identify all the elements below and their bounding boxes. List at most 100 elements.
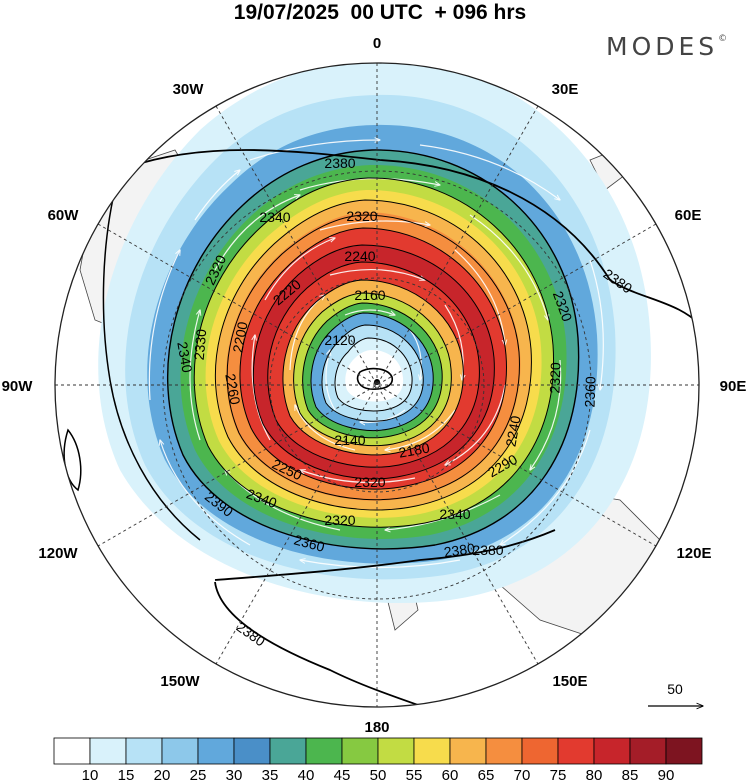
graticule	[55, 63, 699, 707]
colorbar-swatch	[341, 737, 379, 765]
contour-label: 2240	[502, 414, 523, 448]
contour-label: 2180	[397, 439, 431, 460]
colorbar-label: 25	[190, 767, 207, 782]
lon-label-150e: 150E	[552, 673, 587, 690]
colorbar-swatch	[449, 737, 487, 765]
contour-2240	[267, 261, 480, 468]
colorbar-swatch	[593, 737, 631, 765]
contour-label: 2340	[174, 340, 195, 374]
map-border	[54, 62, 700, 708]
contour-center	[356, 367, 394, 390]
lon-label-90e: 90E	[720, 378, 747, 395]
colorbar-label: 65	[478, 767, 495, 782]
longitude-labels: 0 30E 60E 90E 120E 150E 180 150W 120W 90…	[2, 35, 747, 736]
contour-2380-lower	[214, 529, 556, 581]
wind-reference: 50	[648, 681, 703, 706]
contour-label: 2360	[581, 376, 598, 408]
lon-label-30e: 30E	[552, 81, 579, 98]
colorbar-label: 60	[442, 767, 459, 782]
lon-label-60w: 60W	[48, 207, 80, 224]
contour-2260	[252, 244, 495, 480]
brand-name: MODES	[606, 32, 719, 61]
contour-2200	[293, 292, 452, 447]
contour-small-loop	[63, 428, 82, 492]
colorbar-swatch	[233, 737, 271, 765]
contour-label: 2120	[324, 332, 355, 348]
colorbar-label: 50	[370, 767, 387, 782]
contour-2160	[310, 312, 434, 431]
colorbar-label: 40	[298, 767, 315, 782]
map-title: 19/07/2025 00 UTC + 096 hrs	[233, 1, 527, 24]
contour-2320	[214, 199, 532, 511]
colorbar: 10 15 20 25 30 35 40 45 50 55 60 65 70 75 80 85 90	[53, 737, 703, 782]
contour-label: 2360	[292, 531, 326, 555]
lon-label-30w: 30W	[173, 81, 205, 98]
colorbar-swatch	[629, 737, 667, 765]
colorbar-swatch	[197, 737, 235, 765]
lon-label-120e: 120E	[676, 545, 711, 562]
colorbar-label: 45	[334, 767, 351, 782]
contour-label: 2240	[344, 248, 375, 264]
colorbar-label: 10	[82, 767, 99, 782]
contour-label: 2320	[346, 208, 377, 224]
colorbar-swatch	[485, 737, 523, 765]
colorbar-swatch	[557, 737, 595, 765]
colorbar-label: 55	[406, 767, 423, 782]
colorbar-label: 90	[658, 767, 675, 782]
brand-logo: MODES©	[606, 32, 727, 61]
contour-label: 2320	[324, 512, 355, 528]
colorbar-swatch	[53, 737, 91, 765]
colorbar-label: 30	[226, 767, 243, 782]
colorbar-label: 70	[514, 767, 531, 782]
colorbar-label: 35	[262, 767, 279, 782]
colorbar-swatch	[269, 737, 307, 765]
colorbar-swatch	[305, 737, 343, 765]
contour-2360	[167, 149, 580, 550]
shade-white-core	[345, 350, 404, 402]
copyright-mark: ©	[718, 34, 728, 44]
contour-label: 2160	[354, 287, 385, 303]
contour-label: 2340	[259, 209, 290, 225]
contour-2380-outer	[119, 149, 699, 331]
contour-2340	[193, 177, 555, 528]
contour-label: 2380	[443, 540, 476, 560]
contour-2300	[226, 214, 520, 501]
lon-label-120w: 120W	[38, 545, 78, 562]
contour-2380-south	[214, 581, 461, 707]
colorbar-swatch	[665, 737, 703, 765]
colorbar-label: 75	[550, 767, 567, 782]
lon-label-60e: 60E	[675, 207, 702, 224]
contour-label: 2330	[191, 328, 210, 361]
colorbar-label: 80	[586, 767, 603, 782]
colorbar-swatch	[161, 737, 199, 765]
colorbar-swatch	[377, 737, 415, 765]
contour-2280	[239, 227, 507, 490]
colorbar-swatch	[413, 737, 451, 765]
contour-2140	[321, 324, 424, 422]
contour-2220	[282, 279, 464, 456]
contour-label: 2340	[439, 506, 470, 522]
contour-label: 2380	[234, 618, 269, 649]
contour-label: 2320	[354, 474, 385, 490]
wind-vectors	[148, 140, 604, 569]
wind-reference-label: 50	[667, 681, 683, 697]
contour-label: 2260	[222, 372, 243, 406]
wind-speed-shading	[98, 63, 651, 604]
contour-label: 2200	[229, 320, 250, 354]
lon-label-90w: 90W	[2, 378, 34, 395]
colorbar-label: 15	[118, 767, 135, 782]
lon-label-150w: 150W	[160, 673, 200, 690]
contour-2180	[302, 302, 443, 439]
contour-label: 2320	[546, 362, 563, 394]
lon-label-180: 180	[364, 719, 389, 736]
colorbar-label: 85	[622, 767, 639, 782]
colorbar-label: 20	[154, 767, 171, 782]
contour-label: 2140	[334, 432, 365, 448]
lon-label-0: 0	[373, 35, 381, 52]
colorbar-swatch	[89, 737, 127, 765]
contour-label: 2380	[472, 542, 503, 558]
contour-2380-loop	[102, 169, 201, 541]
contour-label: 2380	[324, 155, 355, 171]
colorbar-swatch	[125, 737, 163, 765]
